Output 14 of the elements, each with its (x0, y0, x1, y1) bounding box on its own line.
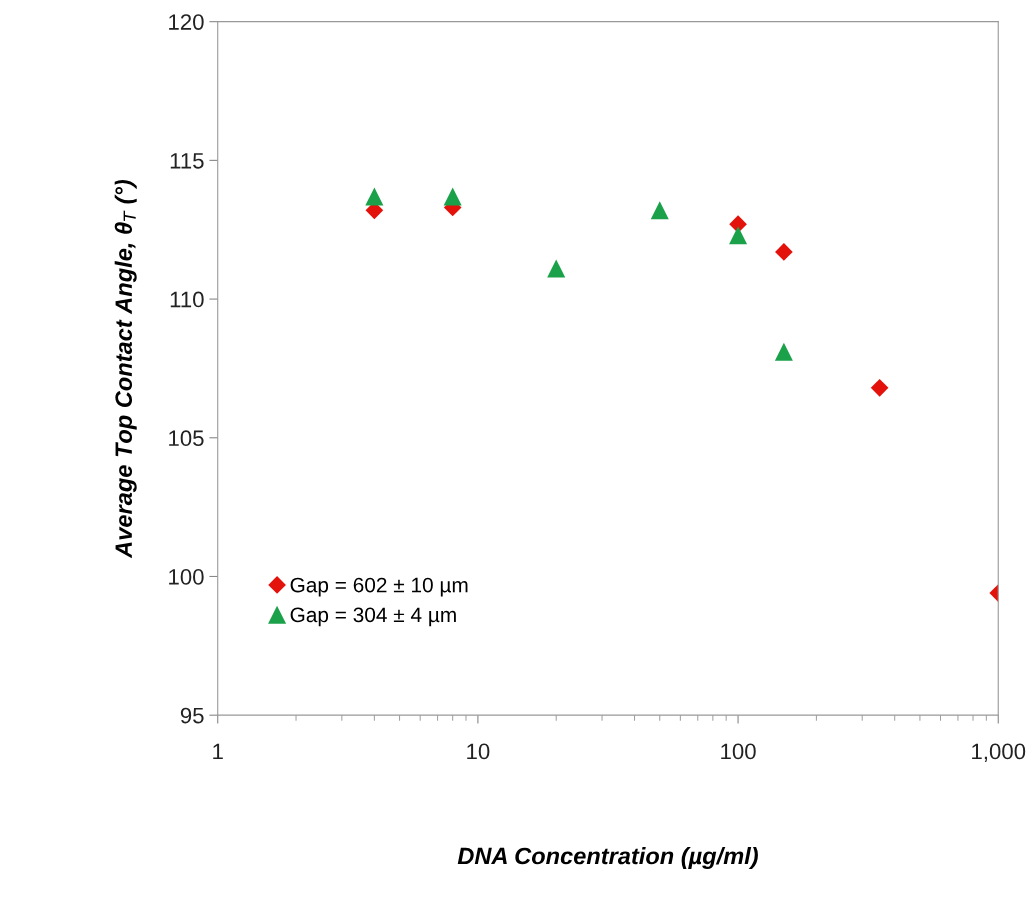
x-tick-label: 1,000 (972, 743, 1026, 762)
y-tick-label: 100 (169, 569, 204, 585)
x-tick-label: 10 (467, 743, 490, 760)
legend-label: Gap = 602 ± 10 µm (290, 577, 468, 597)
x-tick-label: 100 (721, 743, 756, 760)
x-tick-label: 1 (213, 743, 223, 760)
y-tick-label: 120 (169, 14, 204, 30)
y-axis-title: Average Top Contact Angle, θ$_{T}$ (°) (114, 179, 137, 559)
y-tick-label: 95 (180, 707, 204, 724)
x-axis-title: DNA Concentration (µg/ml) (457, 847, 758, 870)
y-tick-label: 115 (170, 153, 204, 169)
y-tick-label: 110 (170, 291, 204, 308)
y-tick-label: 105 (169, 430, 204, 447)
legend-label: Gap = 304 ± 4 µm (290, 607, 456, 627)
